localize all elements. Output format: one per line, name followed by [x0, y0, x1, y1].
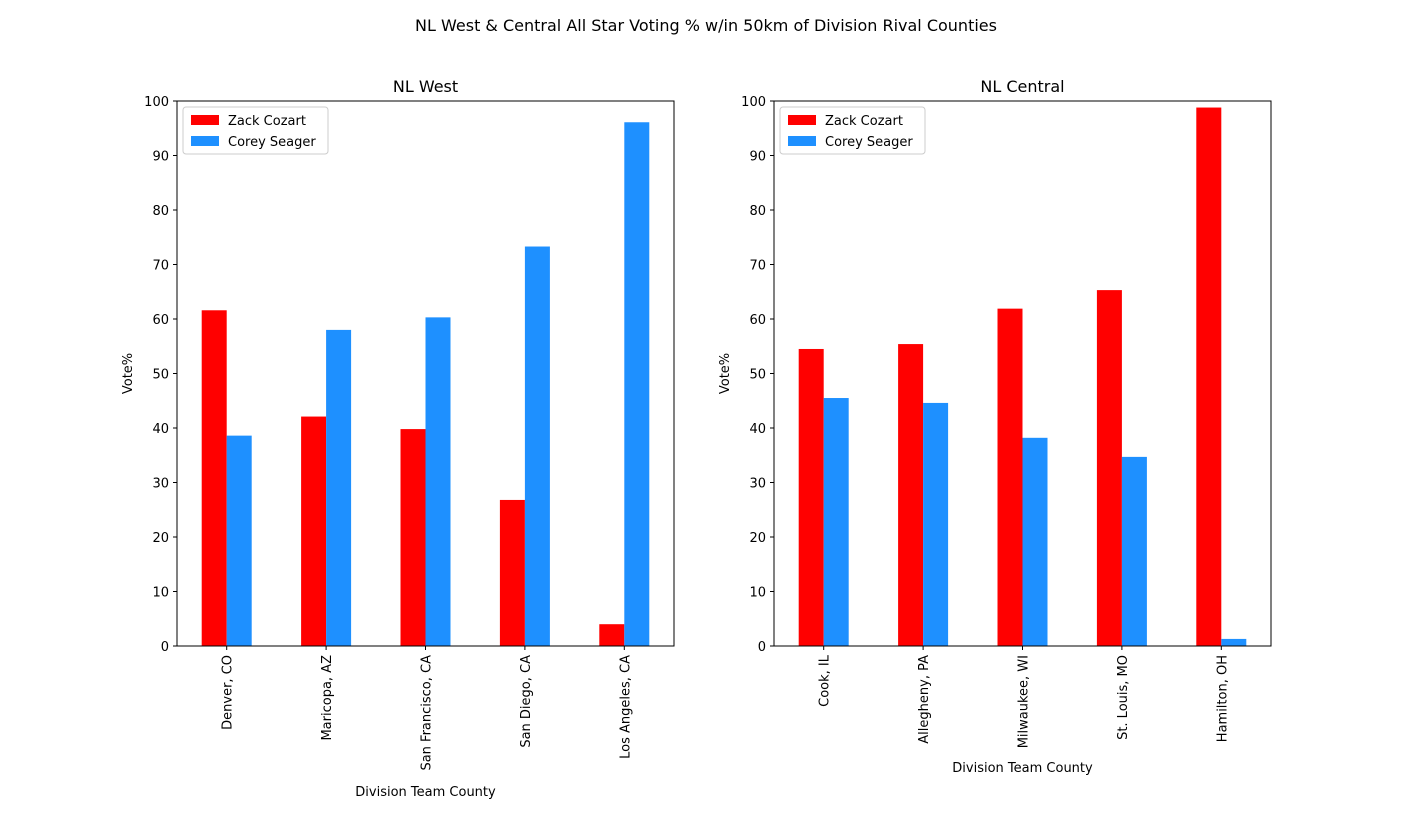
- y-tick-label: 0: [758, 640, 766, 655]
- y-tick-label: 80: [749, 204, 766, 219]
- y-tick-label: 10: [152, 586, 169, 601]
- x-tick-label: St. Louis, MO: [1116, 655, 1131, 740]
- bar-seager-5: [1221, 638, 1247, 646]
- bar-cozart-3: [400, 429, 426, 646]
- y-tick-label: 90: [749, 150, 766, 165]
- legend-swatch: [191, 115, 219, 125]
- x-axis-label: Division Team County: [952, 761, 1093, 776]
- x-tick-label: Hamilton, OH: [1215, 655, 1230, 742]
- subplot-title: NL West: [393, 77, 458, 96]
- chart-panel-2: 0 10 20 30 40 50 60 70 80 90 100 Cook, IL Allegheny,…: [718, 77, 1272, 776]
- y-axis-label: Vote%: [121, 353, 136, 394]
- bar-seager-3: [425, 317, 451, 646]
- bar-seager-4: [1121, 456, 1147, 646]
- bar-seager-1: [226, 435, 252, 646]
- y-tick-label: 100: [144, 95, 169, 110]
- y-tick-label: 50: [749, 368, 766, 383]
- legend-swatch: [788, 115, 816, 125]
- legend-label: Zack Cozart: [228, 114, 306, 129]
- bar-seager-2: [923, 402, 949, 646]
- x-axis-label: Division Team County: [355, 785, 496, 800]
- y-tick-label: 40: [152, 422, 169, 437]
- y-tick-label: 0: [161, 640, 169, 655]
- bar-seager-5: [624, 122, 650, 646]
- bar-cozart-5: [1196, 107, 1222, 647]
- x-tick-label: Cook, IL: [818, 654, 833, 707]
- x-tick-label: San Francisco, CA: [420, 655, 435, 771]
- chart-panel-1: 0 10 20 30 40 50 60 70 80 90 100 Denver, CO Maricopa…: [121, 77, 675, 800]
- legend-label: Zack Cozart: [825, 114, 903, 129]
- bar-seager-1: [823, 398, 849, 646]
- y-tick-label: 30: [152, 477, 169, 492]
- y-tick-label: 90: [152, 150, 169, 165]
- legend-label: Corey Seager: [825, 135, 913, 150]
- legend-swatch: [191, 136, 219, 146]
- y-tick-label: 50: [152, 368, 169, 383]
- legend-swatch: [788, 136, 816, 146]
- bar-cozart-2: [898, 344, 924, 646]
- bar-cozart-3: [997, 308, 1023, 646]
- y-tick-label: 60: [749, 313, 766, 328]
- y-axis-label: Vote%: [718, 353, 733, 394]
- bar-cozart-1: [798, 348, 824, 646]
- y-tick-label: 20: [749, 531, 766, 546]
- y-tick-label: 70: [749, 259, 766, 274]
- bar-seager-2: [326, 329, 352, 646]
- bar-cozart-1: [201, 310, 227, 646]
- y-tick-label: 10: [749, 586, 766, 601]
- legend-box: [779, 106, 926, 155]
- x-tick-label: San Diego, CA: [519, 655, 534, 748]
- y-tick-label: 80: [152, 204, 169, 219]
- bar-seager-3: [1022, 437, 1048, 646]
- legend: Zack Cozart Corey Seager: [182, 106, 329, 155]
- legend: Zack Cozart Corey Seager: [779, 106, 926, 155]
- x-tick-label: Denver, CO: [221, 655, 236, 730]
- y-tick-label: 20: [152, 531, 169, 546]
- bar-cozart-5: [599, 624, 625, 646]
- bar-cozart-4: [1096, 290, 1122, 646]
- y-tick-label: 60: [152, 313, 169, 328]
- bar-cozart-4: [499, 499, 525, 646]
- x-tick-label: Los Angeles, CA: [618, 655, 633, 759]
- x-tick-label: Allegheny, PA: [917, 655, 932, 744]
- x-tick-label: Maricopa, AZ: [320, 655, 335, 741]
- bar-seager-4: [524, 246, 550, 646]
- x-tick-label: Milwaukee, WI: [1017, 655, 1032, 748]
- legend-box: [182, 106, 329, 155]
- figure-title: NL West & Central All Star Voting % w/in…: [415, 16, 997, 35]
- y-tick-label: 40: [749, 422, 766, 437]
- bar-cozart-2: [301, 416, 327, 646]
- y-tick-label: 30: [749, 477, 766, 492]
- subplot-title: NL Central: [980, 77, 1064, 96]
- legend-label: Corey Seager: [228, 135, 316, 150]
- y-tick-label: 70: [152, 259, 169, 274]
- y-tick-label: 100: [741, 95, 766, 110]
